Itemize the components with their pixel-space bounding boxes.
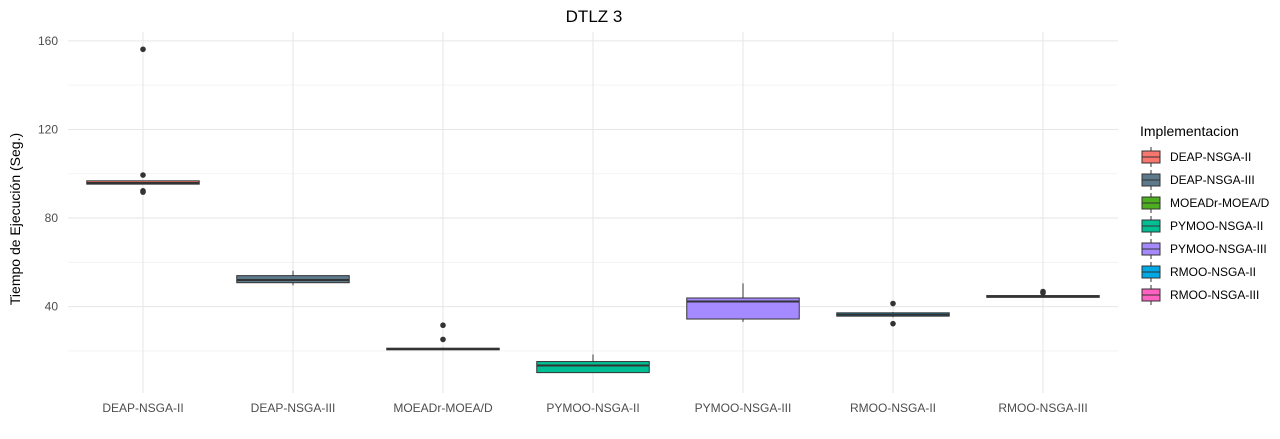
y-axis-title: Tiempo de Ejecución (Seg.) [7,133,23,305]
legend-item: RMOO-NSGA-II [1141,262,1256,282]
x-tick-label: PYMOO-NSGA-III [695,401,792,415]
legend-label: PYMOO-NSGA-II [1170,219,1263,233]
outlier-point [140,46,146,53]
box [536,361,650,374]
legend-item: PYMOO-NSGA-II [1141,216,1263,236]
outlier-point [140,189,146,195]
outlier-point [890,320,896,327]
y-tick-label: 160 [38,34,58,48]
outlier-point [440,336,446,343]
box-group [986,288,1100,298]
outlier-point [440,322,446,329]
legend-label: DEAP-NSGA-III [1170,173,1255,187]
legend-item: MOEADr-MOEA/D [1141,193,1270,213]
legend-title: Implementacion [1140,123,1239,139]
box-group [536,354,650,374]
legend-item: PYMOO-NSGA-III [1141,239,1267,259]
grid-layer [68,32,1118,393]
legend-label: PYMOO-NSGA-III [1170,242,1267,256]
legend-item: DEAP-NSGA-II [1141,147,1251,167]
ticks-layer: 40 80 120 160 DEAP-NSGA-II DEAP-NSGA-III MOEAD… [38,34,1088,415]
x-tick-label: DEAP-NSGA-II [102,401,183,415]
outlier-point [890,300,896,307]
x-tick-label: DEAP-NSGA-III [251,401,336,415]
y-tick-label: 40 [45,300,59,314]
box-group [686,283,800,322]
chart-title: DTLZ 3 [566,7,623,26]
x-tick-label: MOEADr-MOEA/D [393,401,493,415]
legend-label: RMOO-NSGA-II [1170,265,1256,279]
legend-label: MOEADr-MOEA/D [1170,196,1270,210]
box-group [386,322,500,351]
x-tick-label: RMOO-NSGA-III [998,401,1087,415]
box [686,297,800,320]
x-tick-label: RMOO-NSGA-II [850,401,936,415]
box-group [236,270,350,286]
box-group [86,46,200,195]
x-tick-label: PYMOO-NSGA-II [546,401,639,415]
y-tick-label: 80 [45,211,59,225]
outlier-point [1040,288,1046,295]
marks-layer [86,46,1100,374]
legend-item: RMOO-NSGA-III [1141,285,1259,305]
box-group [836,300,950,327]
legend-label: DEAP-NSGA-II [1170,150,1251,164]
legend-item: DEAP-NSGA-III [1141,170,1255,190]
legend-label: RMOO-NSGA-III [1170,288,1259,302]
legend: Implementacion DEAP-NSGA-II DEAP-NSGA-III… [1140,123,1270,305]
y-tick-label: 120 [38,122,58,136]
outlier-point [140,172,146,178]
